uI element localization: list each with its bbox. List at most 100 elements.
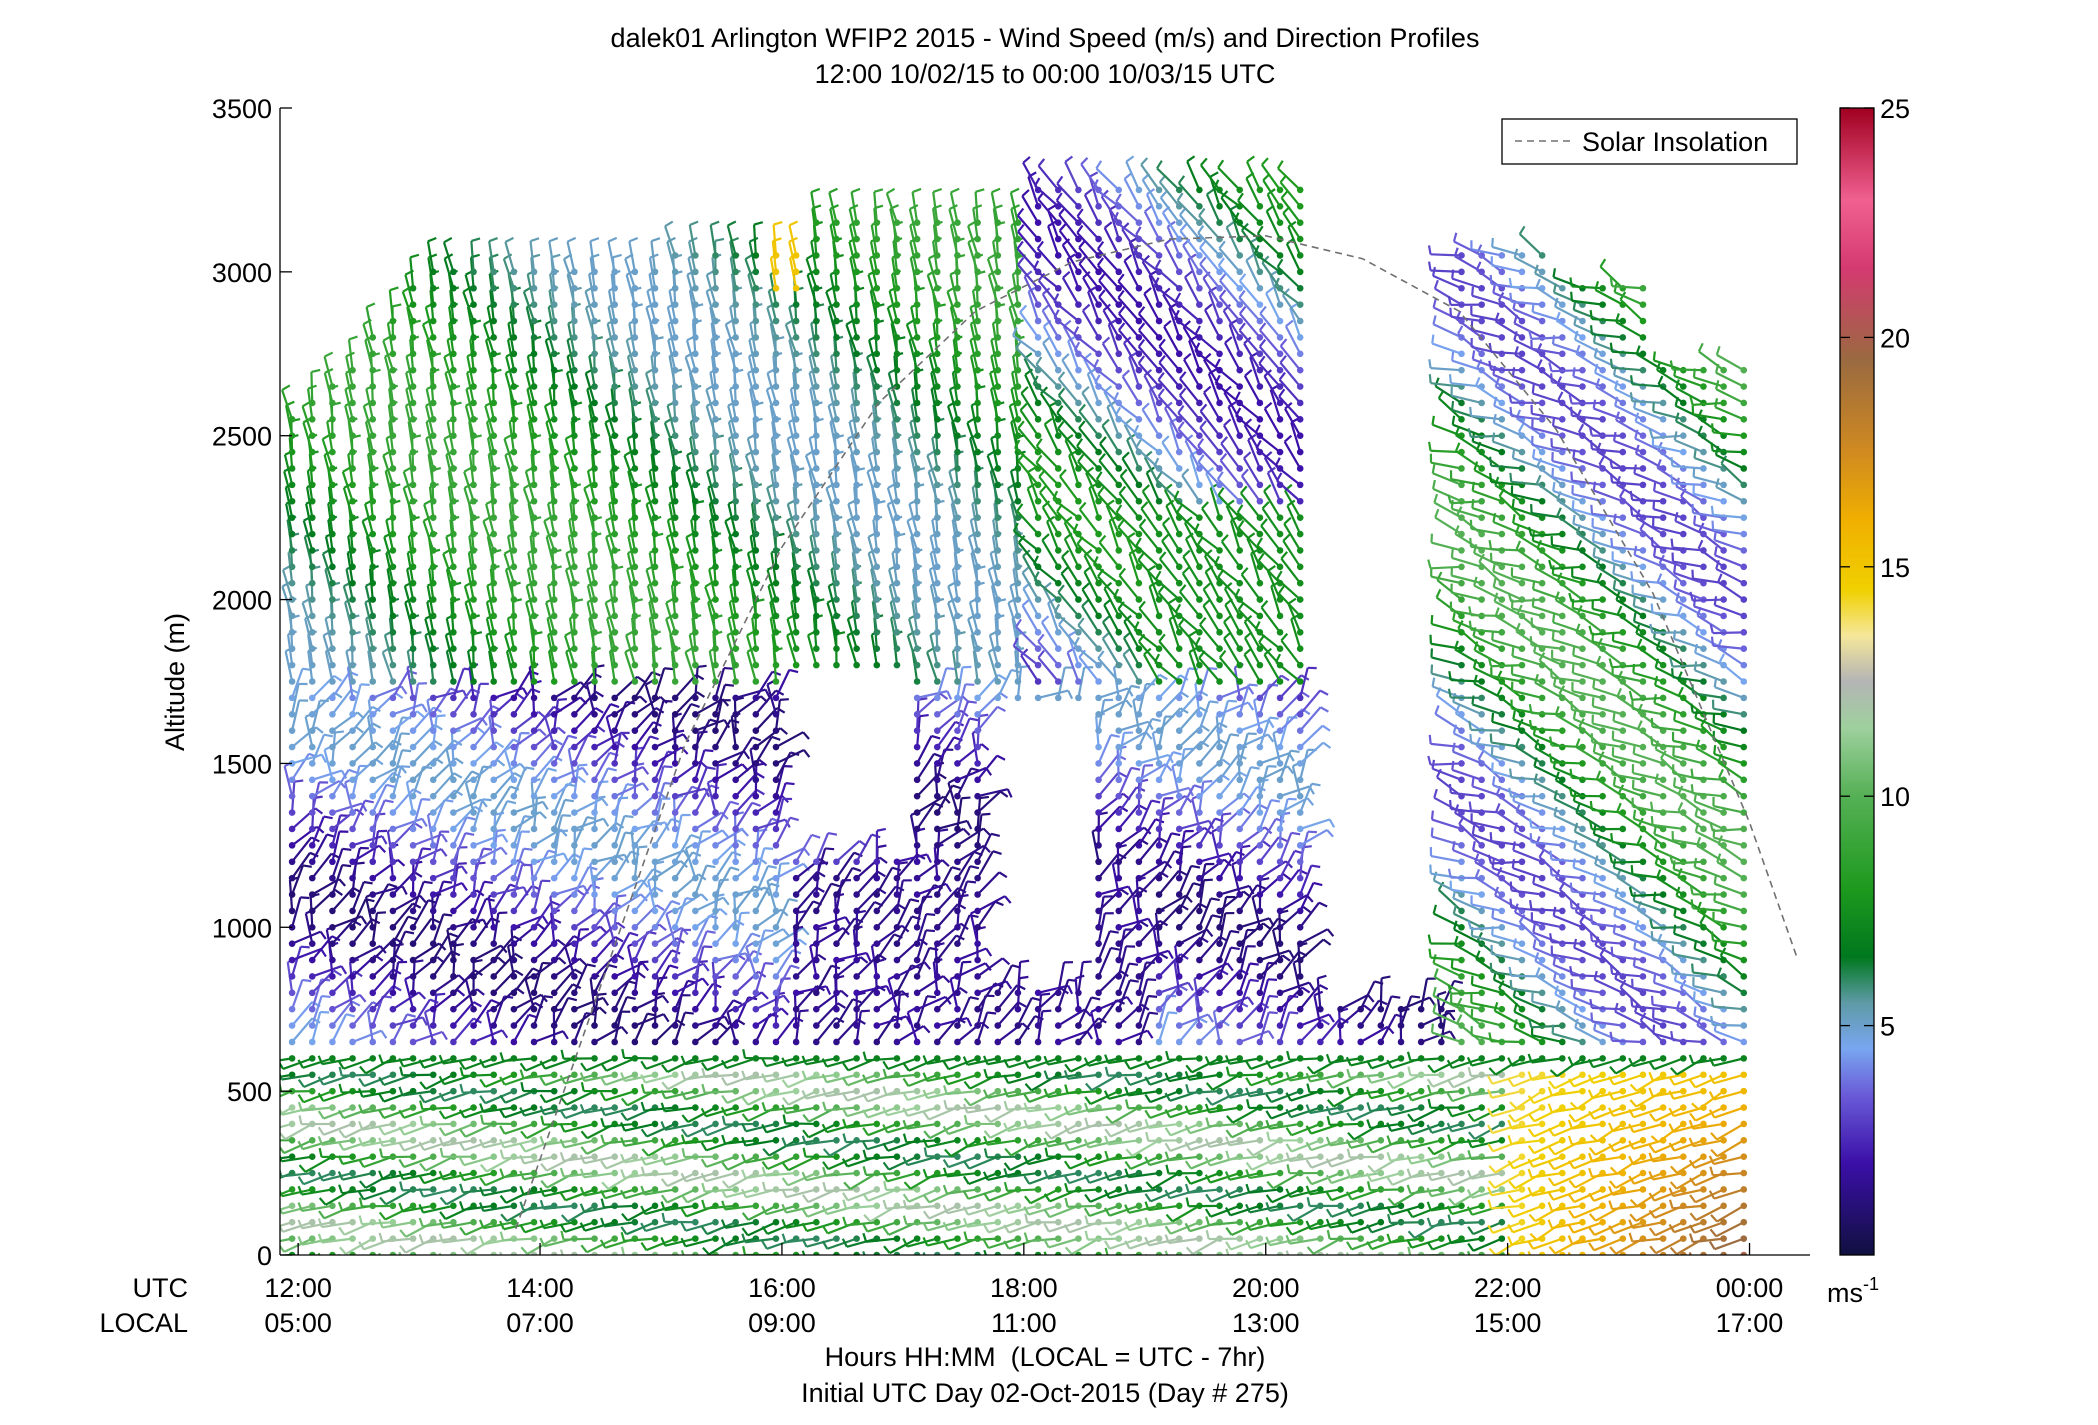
wind-barb-shaft bbox=[341, 1090, 373, 1094]
wind-barb-dot bbox=[550, 661, 558, 669]
wind-barb-dot bbox=[671, 448, 679, 456]
wind-barb-flag bbox=[359, 1065, 367, 1075]
wind-barb-flag bbox=[340, 770, 348, 779]
wind-barb-shaft bbox=[444, 1122, 474, 1137]
wind-barb-dot bbox=[389, 334, 397, 341]
wind-barb-dot bbox=[349, 760, 356, 767]
wind-barb-dot bbox=[308, 891, 316, 898]
wind-barb-dot bbox=[450, 776, 457, 784]
wind-barb-flag bbox=[317, 1076, 325, 1086]
wind-barb-shaft bbox=[331, 671, 351, 699]
wind-barb-shaft bbox=[570, 1253, 575, 1255]
wind-barb-flag bbox=[703, 945, 713, 949]
wind-barb bbox=[499, 1168, 538, 1179]
wind-barb-dot bbox=[571, 317, 578, 325]
wind-barb-flag bbox=[297, 1185, 303, 1195]
wind-barb-dot bbox=[671, 1022, 679, 1029]
wind-barb-dot bbox=[692, 448, 699, 456]
wind-barb-shaft bbox=[291, 946, 302, 977]
wind-barb-dot bbox=[692, 645, 699, 653]
wind-barb-dot bbox=[510, 1137, 518, 1144]
wind-barb-flag bbox=[641, 1148, 650, 1157]
wind-barb-dot bbox=[389, 973, 397, 980]
wind-barb-dot bbox=[611, 907, 618, 915]
wind-barb-flag bbox=[381, 835, 388, 845]
wind-barb-dot bbox=[308, 760, 316, 767]
wind-barb-dot bbox=[591, 366, 598, 374]
wind-barb-dot bbox=[288, 1120, 296, 1128]
wind-barb-flag bbox=[538, 728, 547, 737]
wind-barb-flag bbox=[540, 1162, 548, 1172]
wind-barb-dot bbox=[671, 760, 679, 767]
wind-barb-dot bbox=[490, 874, 498, 882]
wind-barb-flag bbox=[309, 851, 319, 858]
wind-barb-flag bbox=[540, 1115, 545, 1125]
wind-barb-dot bbox=[530, 481, 538, 489]
wind-barb-dot bbox=[389, 596, 397, 603]
wind-barb bbox=[337, 1055, 377, 1070]
wind-barb bbox=[308, 780, 347, 800]
wind-barb-dot bbox=[591, 399, 598, 407]
wind-barb-flag bbox=[671, 900, 681, 906]
wind-barb-flag bbox=[492, 722, 502, 729]
wind-barb-dot bbox=[671, 891, 679, 898]
wind-barb-dot bbox=[349, 596, 356, 603]
wind-barb-dot bbox=[591, 645, 598, 653]
wind-barb bbox=[280, 1055, 296, 1062]
wind-barb-dot bbox=[591, 776, 598, 784]
wind-barb-dot bbox=[550, 497, 558, 505]
wind-barb bbox=[329, 830, 349, 866]
wind-barb-shaft bbox=[323, 749, 334, 781]
wind-barb-flag bbox=[416, 710, 425, 718]
wind-barb-shaft bbox=[301, 1221, 333, 1230]
wind-barb-dot bbox=[611, 497, 618, 505]
wind-barb-dot bbox=[329, 1186, 336, 1193]
wind-barb-dot bbox=[308, 1186, 316, 1193]
wind-barb-dot bbox=[288, 514, 296, 521]
wind-barb-flag bbox=[399, 1066, 404, 1076]
wind-barb-shaft bbox=[645, 1057, 676, 1070]
wind-barb-flag bbox=[443, 913, 453, 917]
wind-barb-dot bbox=[308, 678, 316, 685]
wind-barb-dot bbox=[571, 825, 578, 833]
wind-barb bbox=[570, 1251, 578, 1255]
wind-barb-dot bbox=[611, 579, 618, 587]
wind-barb-dot bbox=[349, 399, 356, 407]
wind-barb-flag bbox=[525, 766, 535, 771]
wind-barb bbox=[280, 1251, 296, 1255]
wind-barb-flag bbox=[574, 968, 583, 975]
wind-barb-dot bbox=[409, 350, 417, 358]
wind-barb-shaft bbox=[510, 1253, 514, 1255]
wind-barb-flag bbox=[441, 1031, 448, 1041]
wind-barb-dot bbox=[571, 858, 578, 866]
wind-barb-dot bbox=[611, 661, 618, 669]
wind-barb-dot bbox=[490, 792, 498, 800]
wind-barb-dot bbox=[651, 481, 659, 489]
wind-barb-flag bbox=[608, 236, 618, 243]
wind-barb-flag bbox=[501, 1029, 509, 1039]
wind-barb-shaft bbox=[685, 1221, 716, 1232]
wind-barb-dot bbox=[389, 1202, 397, 1210]
wind-barb-dot bbox=[631, 858, 639, 866]
wind-barb-shaft bbox=[281, 1171, 313, 1178]
wind-barb-flag bbox=[378, 1109, 385, 1119]
wind-barb-dot bbox=[651, 1137, 659, 1144]
wind-barb-flag bbox=[338, 1226, 346, 1236]
wind-barb-dot bbox=[329, 448, 336, 456]
wind-barb-dot bbox=[692, 629, 699, 636]
wind-barb-flag bbox=[600, 1134, 606, 1144]
wind-barb-dot bbox=[510, 416, 518, 423]
wind-barb-flag bbox=[461, 882, 468, 892]
wind-barb-dot bbox=[651, 809, 659, 816]
wind-barb-dot bbox=[692, 743, 699, 751]
wind-barb bbox=[308, 852, 340, 882]
wind-barb-flag bbox=[516, 692, 525, 701]
wind-barb-flag bbox=[298, 1115, 303, 1125]
wind-barb-flag bbox=[320, 754, 328, 764]
wind-barb-flag bbox=[684, 1011, 694, 1015]
wind-barb-dot bbox=[550, 596, 558, 603]
wind-barb-shaft bbox=[323, 1106, 353, 1120]
wind-barb-dot bbox=[369, 973, 377, 980]
wind-barb-dot bbox=[409, 301, 417, 308]
wind-barb-dot bbox=[651, 432, 659, 440]
